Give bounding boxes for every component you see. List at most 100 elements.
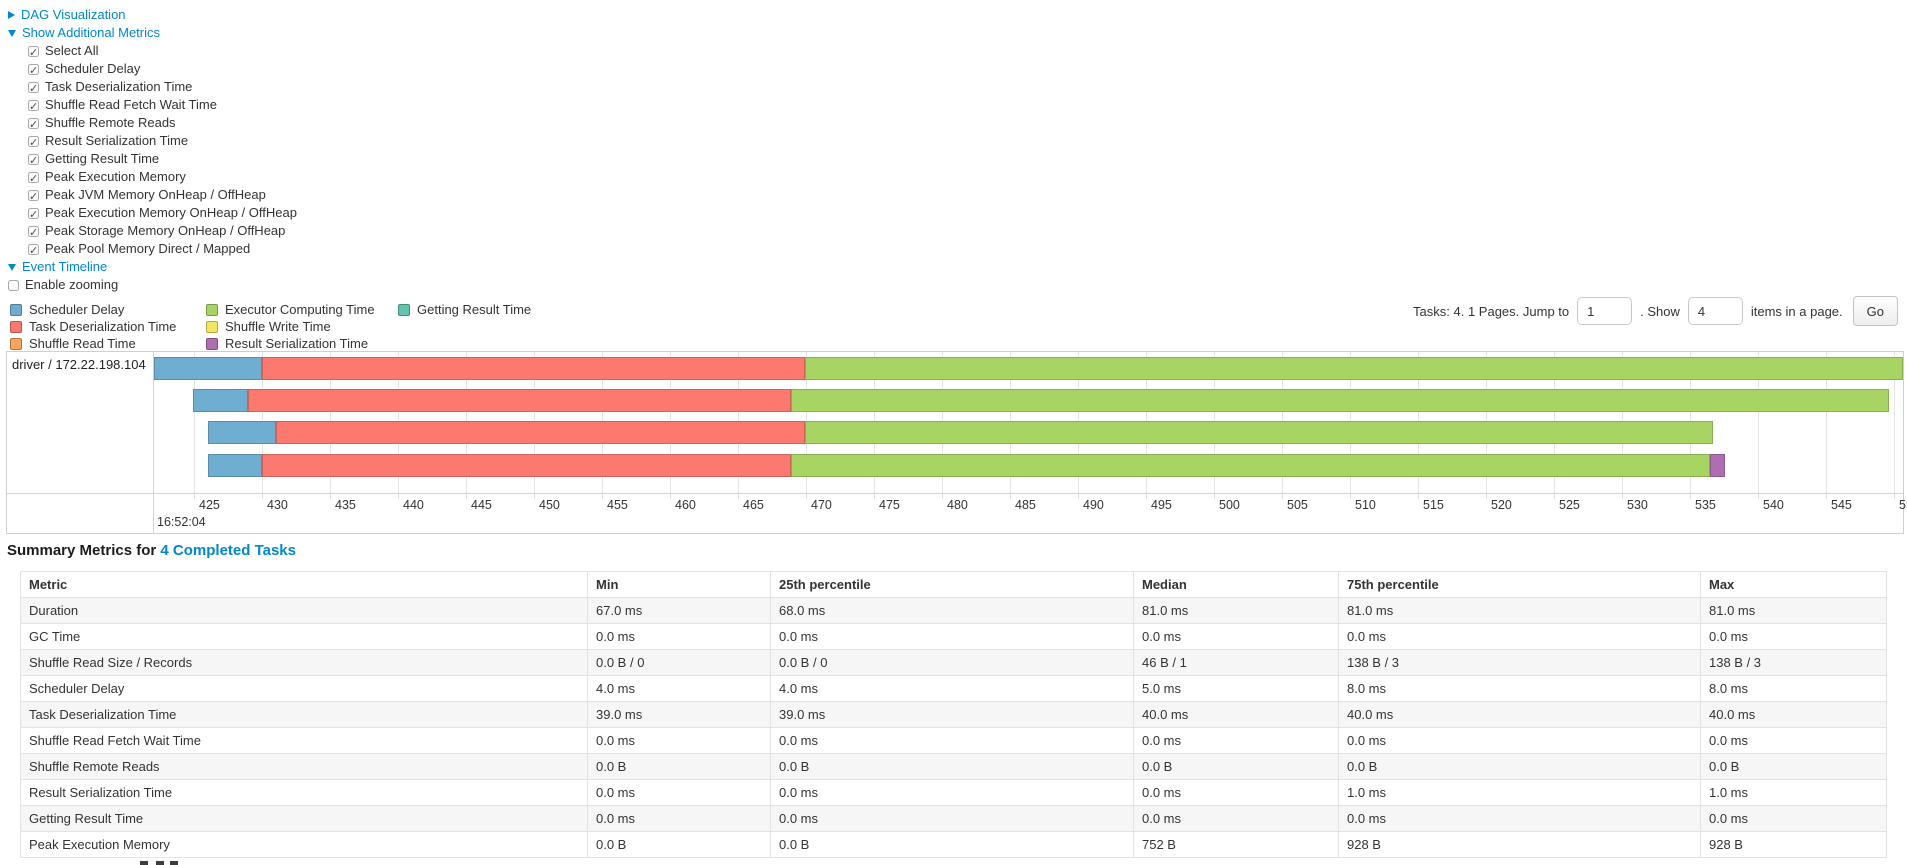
axis-tick	[1418, 494, 1419, 499]
axis-tick-label: 545	[1831, 498, 1852, 512]
timeline-bar-segment[interactable]	[791, 454, 1711, 477]
metric-value-cell: 81.0 ms	[1700, 597, 1887, 624]
legend-item: Result Serialization Time	[206, 336, 398, 352]
column-header: 75th percentile	[1338, 571, 1701, 598]
metric-option-shuffle-remote-reads: Shuffle Remote Reads	[28, 114, 297, 134]
metric-checkbox[interactable]	[28, 44, 39, 62]
table-header-row: Metric Min 25th percentile Median 75th perce…	[20, 571, 1887, 598]
axis-tick-label: 510	[1355, 498, 1376, 512]
axis-tick-label: 530	[1627, 498, 1648, 512]
metric-label: Peak Storage Memory OnHeap / OffHeap	[45, 223, 286, 238]
legend-swatch-icon	[206, 304, 218, 316]
timeline-bar-segment[interactable]	[262, 454, 792, 477]
metric-value-cell: 0.0 ms	[587, 623, 771, 650]
show-additional-metrics-toggle[interactable]: Show Additional Metrics	[8, 24, 297, 42]
dag-visualization-toggle[interactable]: DAG Visualization	[8, 6, 297, 24]
timeline-bar-segment[interactable]	[192, 389, 249, 412]
items-per-page-input[interactable]	[1687, 297, 1743, 325]
axis-tick	[534, 494, 535, 499]
axis-tick	[1826, 494, 1827, 499]
metric-value-cell: 0.0 ms	[587, 805, 771, 832]
enable-zooming-label: Enable zooming	[25, 277, 119, 292]
timeline-bar-segment[interactable]	[275, 421, 805, 444]
axis-tick	[1078, 494, 1079, 499]
axis-tick-label: 455	[607, 498, 628, 512]
enable-zooming-checkbox[interactable]	[8, 279, 19, 291]
metric-checkbox[interactable]	[28, 224, 39, 242]
axis-tick-label: 515	[1423, 498, 1444, 512]
jump-to-page-input[interactable]	[1577, 297, 1633, 325]
legend-column: Getting Result Time	[398, 302, 531, 353]
axis-tick-label: 535	[1695, 498, 1716, 512]
axis-tick	[330, 494, 331, 499]
table-row: Getting Result Time 0.0 ms 0.0 ms 0.0 ms 0.0…	[20, 805, 1887, 832]
metric-value-cell: 0.0 ms	[1338, 623, 1701, 650]
metric-value-cell: 40.0 ms	[1700, 701, 1887, 728]
gridline	[194, 352, 195, 493]
metric-checkbox[interactable]	[28, 62, 39, 80]
collapsed-arrow-icon	[8, 11, 15, 19]
metric-name-cell: Result Serialization Time	[20, 779, 588, 806]
timeline-legend: Scheduler Delay Task Deserialization Time…	[10, 302, 531, 353]
metric-value-cell: 0.0 ms	[770, 779, 1134, 806]
metric-checkbox[interactable]	[28, 98, 39, 116]
legend-swatch-icon	[10, 338, 22, 350]
timeline-bar-segment[interactable]	[804, 421, 1714, 444]
go-button[interactable]: Go	[1852, 296, 1898, 326]
legend-item: Executor Computing Time	[206, 302, 398, 318]
axis-tick	[262, 494, 263, 499]
metric-value-cell: 0.0 ms	[1133, 623, 1339, 650]
legend-label: Shuffle Write Time	[225, 319, 331, 334]
metric-checkbox[interactable]	[28, 170, 39, 188]
metric-checkbox[interactable]	[28, 134, 39, 152]
metric-checkbox[interactable]	[28, 242, 39, 260]
event-timeline-toggle[interactable]: Event Timeline	[8, 258, 297, 276]
timeline-bar-segment[interactable]	[791, 389, 1889, 412]
metric-label: Peak Pool Memory Direct / Mapped	[45, 241, 251, 256]
metric-value-cell: 0.0 ms	[1338, 727, 1701, 754]
metric-value-cell: 0.0 B / 0	[770, 649, 1134, 676]
legend-label: Scheduler Delay	[29, 302, 125, 317]
axis-tick	[1214, 494, 1215, 499]
axis-tick-label: 475	[879, 498, 900, 512]
metric-value-cell: 68.0 ms	[770, 597, 1134, 624]
metric-checkbox[interactable]	[28, 206, 39, 224]
metric-value-cell: 40.0 ms	[1133, 701, 1339, 728]
metric-value-cell: 0.0 ms	[1700, 623, 1887, 650]
metric-name-cell: Getting Result Time	[20, 805, 588, 832]
timeline-bar-segment[interactable]	[804, 357, 1903, 380]
metric-option-select-all: Select All	[28, 42, 297, 62]
axis-tick	[1690, 494, 1691, 499]
axis-tick	[1350, 494, 1351, 499]
metric-name-cell: Peak Execution Memory	[20, 831, 588, 858]
summary-heading-prefix: Summary Metrics for	[7, 542, 157, 559]
metric-label: Peak JVM Memory OnHeap / OffHeap	[45, 187, 266, 202]
metric-checkbox[interactable]	[28, 116, 39, 134]
timeline-bar-segment[interactable]	[1710, 454, 1726, 477]
metric-label: Task Deserialization Time	[45, 79, 193, 94]
metric-value-cell: 0.0 ms	[1700, 805, 1887, 832]
completed-tasks-link[interactable]: 4 Completed Tasks	[160, 542, 296, 559]
table-row: Peak Execution Memory 0.0 B 0.0 B 752 B 928 …	[20, 831, 1887, 858]
metric-name-cell: GC Time	[20, 623, 588, 650]
metric-checkbox[interactable]	[28, 188, 39, 206]
summary-metrics-heading: Summary Metrics for 4 Completed Tasks	[7, 542, 296, 559]
tasks-count-text: Tasks: 4. 1 Pages. Jump to	[1413, 303, 1570, 319]
metric-label: Scheduler Delay	[45, 61, 141, 76]
timeline-bar-segment[interactable]	[207, 421, 276, 444]
timeline-bar-segment[interactable]	[248, 389, 792, 412]
metric-value-cell: 0.0 ms	[587, 779, 771, 806]
timeline-bar-segment[interactable]	[207, 454, 262, 477]
expanded-arrow-icon	[8, 29, 16, 37]
metric-checkbox[interactable]	[28, 80, 39, 98]
timeline-bar-segment[interactable]	[262, 357, 805, 380]
table-row: Shuffle Remote Reads 0.0 B 0.0 B 0.0 B 0.0 B…	[20, 753, 1887, 780]
axis-tick	[398, 494, 399, 499]
axis-tick	[194, 494, 195, 499]
axis-tick-label: 495	[1151, 498, 1172, 512]
axis-base-time-label: 16:52:04	[157, 515, 206, 529]
timeline-bar-segment[interactable]	[154, 357, 262, 380]
metric-checkbox[interactable]	[28, 152, 39, 170]
metric-value-cell: 0.0 ms	[587, 727, 771, 754]
gridline	[1894, 352, 1895, 493]
